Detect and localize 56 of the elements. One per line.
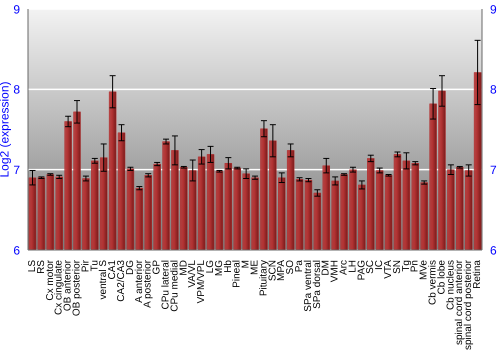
x-tick-label: ventral S <box>98 260 110 300</box>
x-tick-label: SC <box>365 260 376 274</box>
x-tick-label: Pa <box>294 260 306 272</box>
y-tick-label: 9 <box>13 2 20 16</box>
x-tick-label: CPu lateral <box>160 260 172 310</box>
x-tick-label: Pituitary <box>258 260 270 296</box>
x-tick-label: Tg <box>400 260 412 272</box>
y2-tick-label: 8 <box>490 82 497 97</box>
x-tick-label: VTA <box>383 260 394 279</box>
x-tick-label: LH <box>347 260 358 273</box>
x-tick-label: Hb <box>222 260 234 273</box>
x-tick-label: OB posterior <box>71 259 82 316</box>
x-tick-label: VPM/VPL <box>196 260 208 304</box>
x-tick-label: ME <box>250 260 260 275</box>
x-tick-label: LG <box>204 260 216 274</box>
x-tick-label: CPu medial <box>169 260 180 312</box>
x-tick-label: Cb lobe <box>436 260 448 294</box>
y-tick-label: 7 <box>13 162 20 177</box>
x-tick-label: spinal cord posterior <box>463 259 474 350</box>
x-tick-label: LS <box>26 260 38 272</box>
x-tick-label: IC <box>374 260 386 270</box>
x-tick-label: CA1 <box>107 260 118 280</box>
y2-tick-label: 9 <box>490 2 497 16</box>
x-tick-label: Tu <box>89 260 100 272</box>
x-tick-label: Cx cingulate <box>54 260 65 316</box>
x-tick-label: DM <box>320 260 332 276</box>
x-tick-label: SN <box>392 260 403 274</box>
x-tick-label: MPA <box>276 260 288 281</box>
x-tick-label: SPa ventral <box>302 260 314 312</box>
x-tick-label: RS <box>36 260 47 274</box>
y2-tick-label: 7 <box>490 162 497 177</box>
y2-tick-label: 6 <box>490 243 497 258</box>
x-tick-label: SPa dorsal <box>312 260 323 309</box>
x-tick-label: SO <box>285 260 296 274</box>
x-tick-label: MG <box>214 260 225 276</box>
x-tick-label: spinal cord anterior <box>454 259 466 346</box>
x-tick-label: Retina <box>472 260 484 289</box>
y-tick-label: 8 <box>13 82 20 97</box>
x-tick-label: A anterior <box>134 259 145 303</box>
x-tick-label: Pineal <box>232 260 243 288</box>
x-tick-label: OB anterior <box>62 259 74 312</box>
x-tick-label: Pn <box>410 260 421 272</box>
y-axis-title: Log2 (expression) <box>0 81 12 178</box>
x-tick-label: Arc <box>338 260 350 275</box>
x-tick-label: A posterior <box>142 259 154 308</box>
x-tick-label: CA2/CA3 <box>116 260 127 302</box>
x-tick-label: Cb nucleus <box>445 260 456 310</box>
x-tick-label: DG <box>124 260 136 275</box>
y-tick-label: 6 <box>13 243 20 258</box>
x-tick-label: SCN <box>267 260 278 282</box>
x-tick-label: M <box>240 260 252 268</box>
x-tick-label: PAG <box>356 260 368 280</box>
x-tick-label: MVe <box>418 260 430 280</box>
x-tick-label: VMH <box>330 260 341 282</box>
x-tick-label: GP <box>152 260 163 274</box>
x-tick-label: Pir <box>80 259 92 272</box>
